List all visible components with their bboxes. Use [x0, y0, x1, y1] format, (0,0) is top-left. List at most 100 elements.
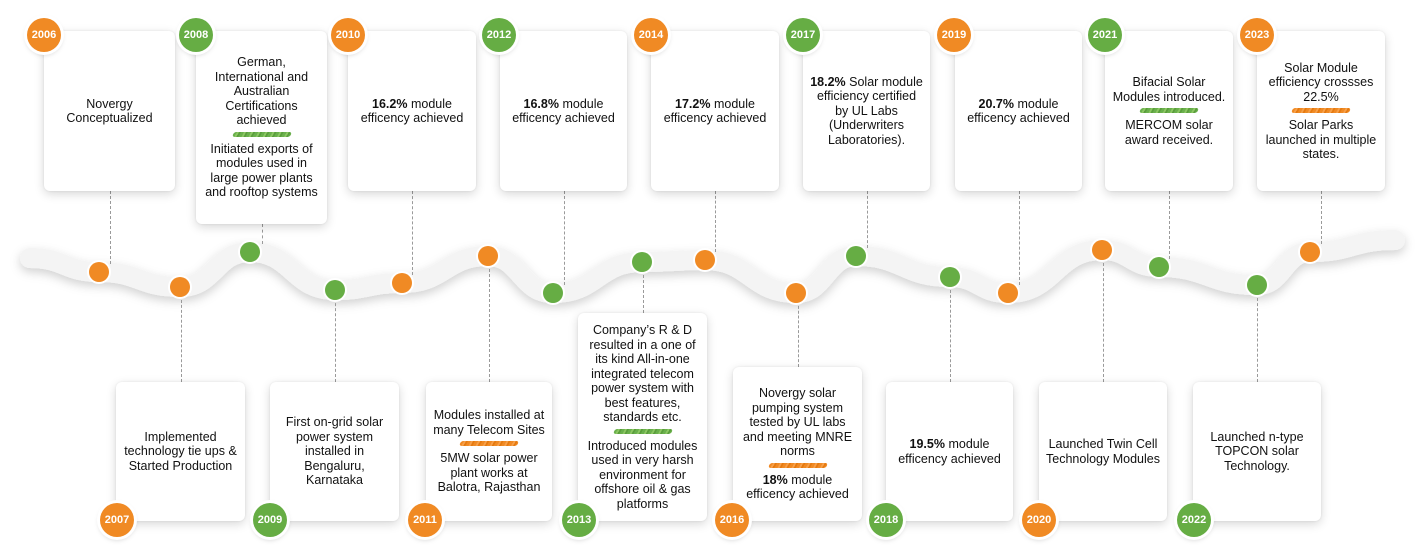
year-badge: 2019 [937, 18, 971, 52]
connector-line [334, 298, 336, 382]
timeline-dot [998, 283, 1018, 303]
milestone-text: German, International and Australian Cer… [214, 55, 309, 128]
connector-line [797, 301, 799, 367]
connector-line [1103, 258, 1104, 382]
connector-line [1321, 191, 1322, 244]
connector-line [261, 224, 263, 244]
milestone-card: German, International and Australian Cer… [196, 31, 327, 224]
milestone-text: Launched Twin Cell Technology Modules [1046, 437, 1160, 466]
milestone-card: Implemented technology tie ups & Started… [116, 382, 245, 521]
milestone-text: Company’s R & D resulted in a one of its… [589, 323, 696, 424]
milestone-text: 17.2% module efficency achieved [663, 96, 767, 126]
year-badge: 2013 [562, 503, 596, 537]
milestone-text: Launched n-type TOPCON solar Technology. [1210, 429, 1304, 473]
milestone-text: Bifacial Solar Modules introduced. [1112, 75, 1226, 104]
milestone-card: 19.5% module efficency achieved [886, 382, 1013, 521]
connector-line [109, 191, 111, 264]
connector-line [180, 295, 182, 382]
timeline-dot [543, 283, 563, 303]
brush-divider [612, 428, 673, 434]
brush-divider [231, 131, 292, 137]
timeline-dot [325, 280, 345, 300]
year-badge: 2023 [1240, 18, 1274, 52]
milestone-text: Solar Module efficiency crossses 22.5% [1268, 60, 1374, 104]
milestone-card: Company’s R & D resulted in a one of its… [578, 313, 707, 521]
timeline-dot [786, 283, 806, 303]
connector-line [866, 191, 868, 248]
connector-line [642, 270, 644, 313]
milestone-card: Solar Module efficiency crossses 22.5% So… [1257, 31, 1385, 191]
timeline-dot [846, 246, 866, 266]
milestone-card: 20.7% module efficency achieved [955, 31, 1082, 191]
connector-line [1169, 191, 1170, 259]
year-badge: 2016 [715, 503, 749, 537]
year-badge: 2014 [634, 18, 668, 52]
milestone-card: 16.8% module efficency achieved [500, 31, 627, 191]
milestone-text: Solar Parks launched in multiple states. [1265, 118, 1377, 161]
timeline-dot [940, 267, 960, 287]
milestone-text: Novergy Conceptualized [66, 96, 153, 126]
year-badge: 2017 [786, 18, 820, 52]
milestone-text: Introduced modules used in very harsh en… [587, 438, 698, 511]
milestone-card: Novergy solar pumping system tested by U… [733, 367, 862, 521]
year-badge: 2007 [100, 503, 134, 537]
timeline-dot [1300, 242, 1320, 262]
milestone-highlight: 20.7% [978, 96, 1014, 111]
milestone-text: First on-grid solar power system install… [285, 415, 384, 488]
milestone-text: 20.7% module efficency achieved [967, 96, 1070, 126]
milestone-highlight: 16.2% [372, 96, 408, 111]
timeline-dot [1092, 240, 1112, 260]
connector-line [412, 191, 413, 275]
milestone-text: 18.2% Solar module efficiency certified … [810, 74, 923, 147]
milestone-text: 16.2% module efficency achieved [360, 96, 464, 126]
connector-line [1018, 191, 1020, 285]
timeline-dot [170, 277, 190, 297]
milestone-text: 5MW solar power plant works at Balotra, … [437, 451, 541, 495]
connector-line [1257, 293, 1258, 382]
milestone-text: 16.8% module efficency achieved [512, 96, 615, 126]
milestone-highlight: 17.2% [675, 96, 711, 111]
year-badge: 2018 [869, 503, 903, 537]
timeline-dot [1149, 257, 1169, 277]
year-badge: 2008 [179, 18, 213, 52]
timeline-dot [695, 250, 715, 270]
milestone-text: 18% module efficency achieved [746, 472, 849, 502]
milestone-text: 19.5% module efficency achieved [898, 437, 1001, 466]
milestone-text: Novergy solar pumping system tested by U… [742, 386, 853, 459]
year-badge: 2011 [408, 503, 442, 537]
milestone-card: Bifacial Solar Modules introduced. MERCOM… [1105, 31, 1233, 191]
year-badge: 2020 [1022, 503, 1056, 537]
milestone-card: Modules installed at many Telecom Sites 5… [426, 382, 552, 521]
milestone-card: 18.2% Solar module efficiency certified … [803, 31, 930, 191]
year-badge: 2010 [331, 18, 365, 52]
year-badge: 2009 [253, 503, 287, 537]
timeline-dot [240, 242, 260, 262]
year-badge: 2021 [1088, 18, 1122, 52]
brush-divider [1291, 108, 1351, 113]
connector-line [715, 191, 716, 252]
timeline-dot [478, 246, 498, 266]
milestone-card: 17.2% module efficency achieved [651, 31, 779, 191]
milestone-text: MERCOM solar award received. [1124, 118, 1214, 147]
milestone-highlight: 19.5% [909, 437, 945, 451]
year-badge: 2022 [1177, 503, 1211, 537]
connector-line [489, 264, 490, 382]
connector-line [563, 191, 565, 285]
milestone-card: First on-grid solar power system install… [270, 382, 399, 521]
brush-divider [767, 462, 828, 468]
milestone-highlight: 18% [762, 472, 788, 487]
milestone-text: Implemented technology tie ups & Started… [124, 429, 237, 473]
brush-divider [1139, 108, 1199, 113]
timeline-dot [1247, 275, 1267, 295]
timeline-dot [392, 273, 412, 293]
year-badge: 2006 [27, 18, 61, 52]
milestone-text: Initiated exports of modules used in lar… [205, 141, 318, 200]
connector-line [949, 285, 951, 382]
timeline-dot [89, 262, 109, 282]
timeline-dot [632, 252, 652, 272]
milestone-card: Launched n-type TOPCON solar Technology. [1193, 382, 1321, 521]
brush-divider [459, 441, 519, 447]
milestone-text: Modules installed at many Telecom Sites [433, 408, 545, 437]
milestone-card: Novergy Conceptualized [44, 31, 175, 191]
